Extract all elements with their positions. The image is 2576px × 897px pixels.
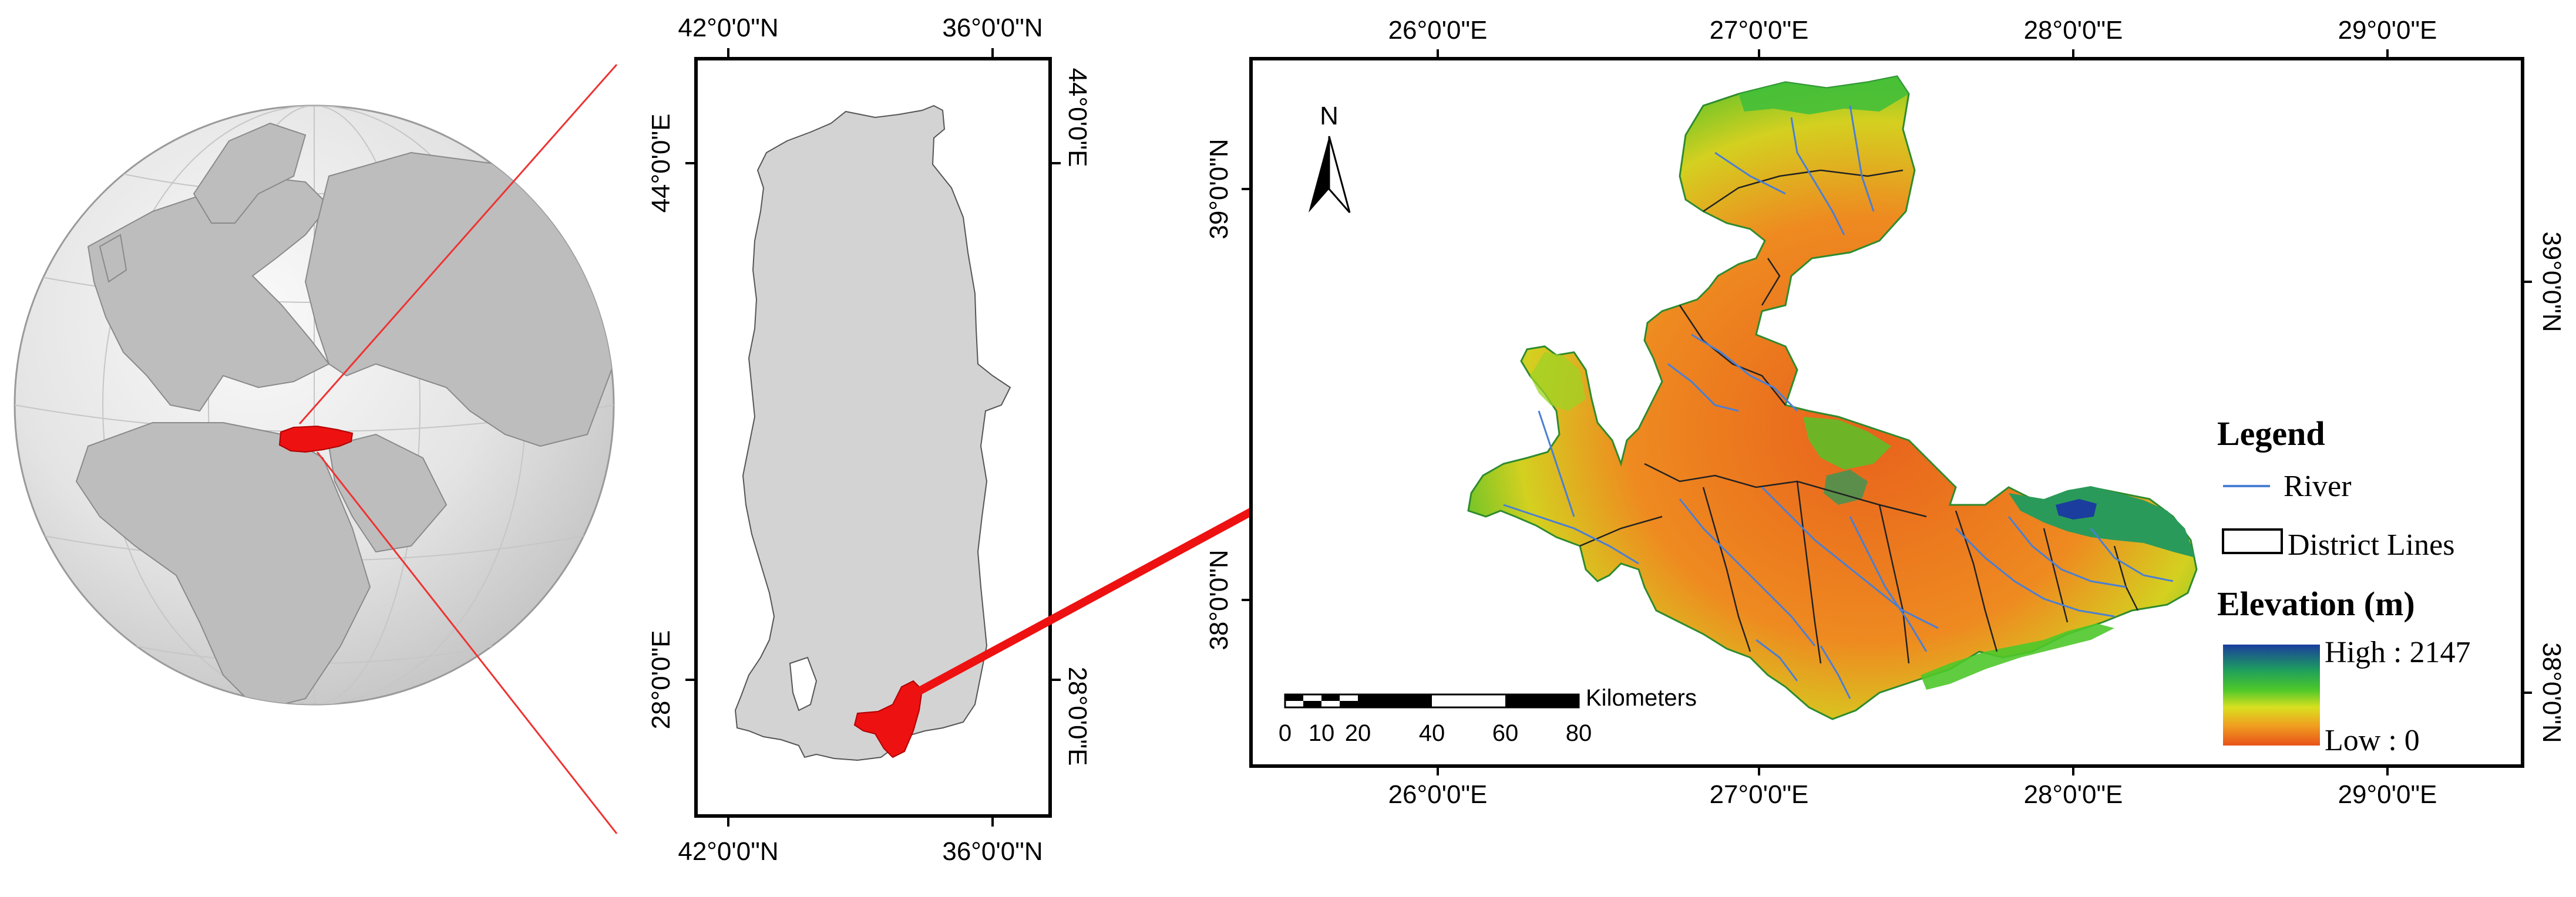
terrain-center-mid [1824,470,1868,505]
province-top-label-1: 42°0'0"N [678,14,778,42]
elevation-terrain [1467,75,2198,720]
connector-line-lower [316,451,618,834]
terrain-north-highland [1738,76,1909,114]
elevation-ramp [2223,645,2320,746]
province-bottom-label-1: 42°0'0"N [678,837,778,866]
province-top-label-2: 36°0'0"N [942,14,1042,42]
elev-left-label-1: 39°0'0"N [1205,139,1233,239]
scale-tick-20: 20 [1345,720,1371,746]
province-shape [734,104,1011,761]
scale-tick-0: 0 [1279,720,1292,746]
elev-bottom-label-3: 28°0'0"E [2024,780,2123,809]
legend-district-label: District Lines [2288,528,2455,562]
province-left-label-2: 28°0'0"E [647,630,675,730]
province-left-label-1: 44°0'0"E [647,114,675,213]
elev-bottom-label-2: 27°0'0"E [1710,780,1809,809]
map-legend: Legend River District Lines Elevation (m… [2217,414,2470,757]
scale-bar: Kilometers 0 10 20 40 60 80 [1279,685,1697,746]
elev-bottom-label-4: 29°0'0"E [2338,780,2437,809]
elevation-ticks [1242,49,2532,775]
province-right-label-1: 44°0'0"E [1063,68,1092,167]
north-arrow-label: N [1320,102,1339,130]
globe-landmasses [75,122,614,704]
legend-district-swatch [2222,528,2283,554]
legend-river-label: River [2284,470,2352,503]
terrain-east-peak [2056,499,2097,520]
study-area-highlight [853,680,923,758]
elevation-panel: 26°0'0"E 27°0'0"E 28°0'0"E 29°0'0"E 26°0… [1205,16,2566,809]
elev-top-label-1: 26°0'0"E [1388,16,1488,45]
legend-elevation-title: Elevation (m) [2217,585,2415,623]
terrain-main [1467,75,2198,720]
legend-title: Legend [2217,414,2325,453]
scale-tick-80: 80 [1566,720,1592,746]
elev-bottom-label-1: 26°0'0"E [1388,780,1488,809]
province-right-label-2: 28°0'0"E [1063,667,1092,766]
elev-right-label-1: 39°0'0"N [2537,231,2566,332]
scale-tick-40: 40 [1419,720,1445,746]
elev-right-label-2: 38°0'0"N [2537,642,2566,743]
terrain-south-range [1921,623,2114,690]
river-network [1503,105,2174,699]
scale-tick-60: 60 [1492,720,1519,746]
province-lake [789,656,818,711]
elev-left-label-2: 38°0'0"N [1205,549,1233,650]
north-arrow: N [1309,102,1351,213]
legend-low-label: Low : 0 [2325,724,2420,757]
scale-tick-10: 10 [1309,720,1335,746]
connector-line-upper [298,64,618,424]
province-bottom-label-2: 36°0'0"N [942,837,1042,866]
legend-high-label: High : 2147 [2325,636,2470,669]
terrain-east-highland [2009,486,2195,558]
turkey-highlight [278,425,354,453]
elev-top-label-2: 27°0'0"E [1710,16,1809,45]
elev-top-label-3: 28°0'0"E [2024,16,2123,45]
elev-top-label-4: 29°0'0"E [2338,16,2437,45]
scale-unit-label: Kilometers [1586,685,1697,711]
globe-panel [14,64,618,834]
terrain-center-green [1803,417,1891,470]
province-panel: 42°0'0"N 36°0'0"N 42°0'0"N 36°0'0"N 44°0… [647,14,1092,866]
province-ticks [685,48,1061,827]
terrain-west-block [1530,352,1586,411]
